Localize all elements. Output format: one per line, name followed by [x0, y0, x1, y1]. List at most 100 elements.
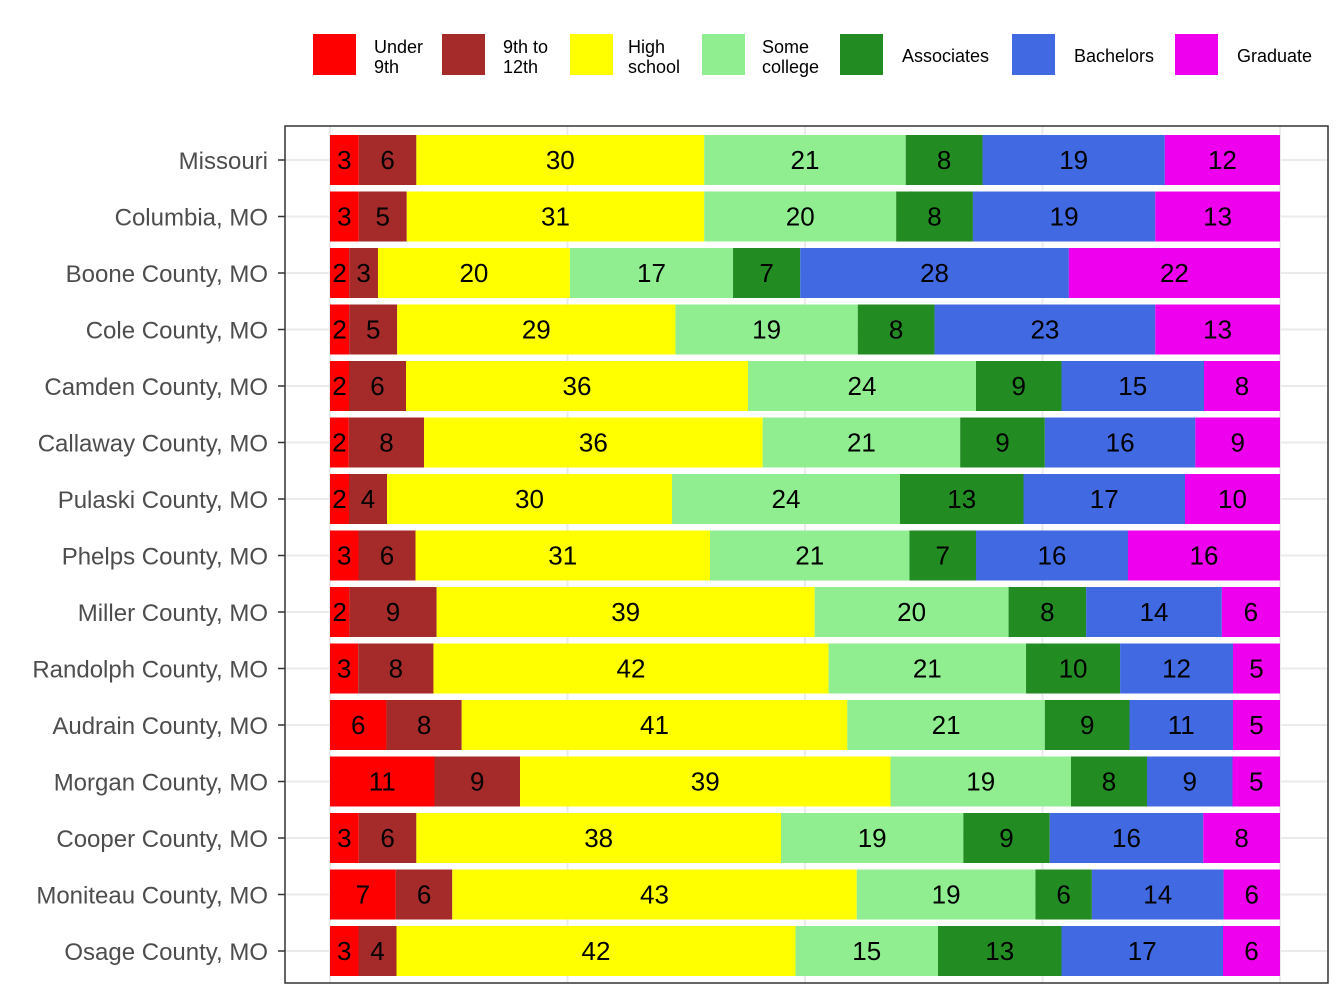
value-label: 5 [366, 315, 380, 345]
value-label: 39 [611, 597, 640, 627]
bar-segment [436, 587, 815, 637]
bar-segment [1232, 643, 1280, 694]
bar-segment [424, 417, 763, 468]
legend-swatch [840, 34, 883, 75]
value-label: 7 [356, 880, 370, 910]
value-label: 9 [470, 767, 484, 797]
bar-segment [387, 474, 672, 524]
bar-segment [1232, 756, 1280, 807]
bar-segment [733, 248, 801, 298]
value-label: 39 [691, 767, 720, 797]
bar-segment [358, 643, 434, 694]
value-label: 22 [1160, 258, 1189, 288]
legend-swatch [702, 34, 745, 75]
value-label: 24 [848, 371, 877, 401]
bar-segment [330, 248, 350, 298]
value-label: 21 [847, 428, 876, 458]
value-label: 21 [795, 541, 824, 571]
bar-segment [1091, 869, 1224, 920]
value-label: 4 [361, 484, 375, 514]
bar-segment [847, 700, 1045, 750]
value-label: 21 [932, 710, 961, 740]
value-label: 41 [640, 710, 669, 740]
category-label: Missouri [179, 148, 268, 175]
value-label: 42 [582, 936, 611, 966]
bar-segment [814, 587, 1009, 637]
value-label: 3 [356, 258, 370, 288]
bar-segment [857, 304, 935, 355]
bar-segment [1155, 191, 1280, 242]
value-label: 9 [1230, 428, 1244, 458]
value-label: 5 [376, 202, 390, 232]
value-label: 9 [995, 428, 1009, 458]
value-label: 28 [920, 258, 949, 288]
value-label: 7 [936, 541, 950, 571]
bar-segment [461, 700, 848, 750]
value-label: 19 [752, 315, 781, 345]
value-label: 20 [786, 202, 815, 232]
value-label: 2 [332, 484, 346, 514]
category-axis: Missouri Columbia, MO Boone County, MO Cole… [32, 148, 285, 966]
value-label: 13 [985, 936, 1014, 966]
bar-segment [349, 248, 378, 298]
bar-segment [330, 474, 349, 524]
bar-segment [1223, 869, 1280, 920]
category-label: Audrain County, MO [52, 713, 268, 740]
value-label: 2 [332, 315, 346, 345]
value-label: 2 [332, 258, 346, 288]
category-label: Randolph County, MO [32, 657, 268, 684]
bar-segment [377, 248, 570, 298]
bar-segment [569, 248, 734, 298]
bar-segment [1195, 417, 1280, 468]
category-label: Callaway County, MO [38, 431, 268, 458]
bar-segment [434, 756, 520, 807]
plot-border [284, 125, 1329, 984]
bar-segment [1221, 587, 1280, 637]
value-label: 12 [1162, 654, 1191, 684]
category-label: Osage County, MO [64, 939, 268, 966]
value-label: 14 [1140, 597, 1169, 627]
bar-segment [1068, 248, 1280, 298]
value-label: 13 [1203, 315, 1232, 345]
bar-segment [1061, 361, 1204, 411]
value-label: 6 [351, 710, 365, 740]
bar-segment [330, 361, 349, 411]
bar-segment [330, 530, 359, 581]
bar-segment [938, 926, 1062, 976]
value-label: 6 [1245, 880, 1259, 910]
value-label: 11 [1168, 710, 1195, 740]
value-label: 7 [759, 258, 773, 288]
bar-segment [416, 813, 782, 863]
value-label: 21 [791, 145, 820, 175]
category-label: Boone County, MO [66, 261, 268, 288]
bar-segment [330, 417, 349, 468]
value-label: 12 [1208, 145, 1237, 175]
legend-swatch [1012, 34, 1055, 75]
bar-segment [358, 813, 417, 863]
bar-segment [934, 304, 1156, 355]
bar-segment [349, 474, 387, 524]
value-label: 19 [966, 767, 995, 797]
value-label: 6 [1056, 880, 1070, 910]
bar-segment [330, 813, 359, 863]
category-label: Morgan County, MO [54, 770, 268, 797]
category-label: Cooper County, MO [56, 826, 268, 853]
bar-segment [358, 530, 416, 581]
category-label: Moniteau County, MO [36, 883, 268, 910]
bar-segment [406, 191, 705, 242]
value-label: 8 [937, 145, 951, 175]
value-label: 6 [370, 371, 384, 401]
bar-segment [795, 926, 938, 976]
bar-segment [397, 304, 676, 355]
category-label: Cole County, MO [86, 318, 268, 345]
bar-segment [349, 361, 406, 411]
bar-segment [358, 191, 407, 242]
bar-segment [330, 926, 359, 976]
bar-segment [856, 869, 1036, 920]
value-label: 31 [541, 202, 570, 232]
bar-segment [1128, 530, 1280, 581]
value-label: 6 [380, 823, 394, 853]
value-label: 6 [1244, 597, 1258, 627]
value-label: 31 [548, 541, 577, 571]
